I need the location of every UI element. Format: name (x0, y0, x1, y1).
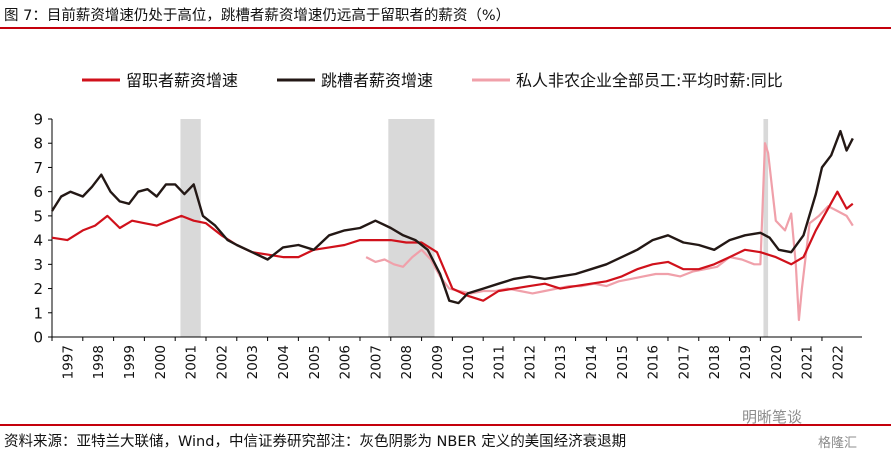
y-tick-label: 4 (33, 232, 43, 250)
y-tick-label: 6 (33, 183, 43, 201)
x-tick-label: 2004 (276, 345, 292, 379)
x-tick-label: 2014 (584, 345, 600, 379)
x-tick-label: 2021 (800, 345, 816, 379)
y-tick-label: 1 (33, 304, 43, 322)
x-tick-label: 2013 (553, 345, 569, 379)
y-tick-label: 2 (33, 280, 43, 298)
chart-title: 图 7：目前薪资增速仍处于高位，跳槽者薪资增速仍远高于留职者的薪资（%） (4, 8, 511, 24)
series-line-stayer (51, 190, 854, 302)
watermark-text: 明晰笔谈 (742, 408, 803, 426)
y-tick-label: 8 (33, 135, 43, 153)
y-tick-label: 9 (33, 111, 43, 129)
x-tick-label: 2008 (399, 345, 415, 379)
x-tick-label: 2006 (338, 345, 354, 379)
series-line-switcher (50, 129, 854, 305)
axes-layer: 0 1 2 3 4 5 6 7 8 9 1997 1998 1999 2000 2001 2002 2003 20… (33, 111, 862, 379)
y-tick-label: 5 (33, 207, 43, 225)
x-tick-label: 2020 (769, 345, 785, 379)
x-tick-label: 2002 (214, 345, 230, 379)
x-tick-label: 2010 (461, 345, 477, 379)
x-tick-label: 2011 (492, 345, 508, 379)
source-note: 资料来源：亚特兰大联储，Wind，中信证券研究部注：灰色阴影为 NBER 定义的… (4, 434, 627, 450)
x-tick-label: 2022 (830, 345, 846, 379)
header-rule (0, 27, 891, 29)
x-tick-label: 2001 (184, 345, 200, 379)
series-layer (50, 129, 854, 322)
x-tick-label: 1997 (60, 345, 76, 379)
legend-label-switcher: 跳槽者薪资增速 (321, 71, 433, 90)
series-line-private (365, 142, 854, 322)
x-tick-label: 2005 (307, 345, 323, 379)
recession-band (180, 119, 201, 337)
legend: 留职者薪资增速 跳槽者薪资增速 私人非农企业全部员工:平均时薪:同比 (82, 71, 783, 90)
x-tick-label: 2018 (707, 345, 723, 379)
recession-band (763, 119, 769, 337)
y-tick-label: 0 (33, 329, 43, 347)
x-tick-label: 1998 (91, 345, 107, 379)
footer-rule (0, 424, 891, 426)
x-tick-label: 2003 (245, 345, 261, 379)
y-tick-label: 7 (33, 159, 43, 177)
watermark-logo-text: 格隆汇 (818, 436, 858, 451)
x-tick-label: 1999 (122, 345, 138, 379)
x-tick-label: 2019 (738, 345, 754, 379)
x-tick-label: 2000 (153, 345, 169, 379)
x-tick-label: 2007 (368, 345, 384, 379)
x-tick-label: 2015 (615, 345, 631, 379)
recession-band (388, 119, 435, 337)
y-tick-label: 3 (33, 256, 43, 274)
legend-label-private: 私人非农企业全部员工:平均时薪:同比 (516, 71, 783, 90)
x-tick-label: 2009 (430, 345, 446, 379)
recession-shading-layer (180, 119, 769, 337)
x-tick-label: 2012 (522, 345, 538, 379)
x-tick-label: 2016 (646, 345, 662, 379)
x-tick-label: 2017 (676, 345, 692, 379)
legend-label-stayer: 留职者薪资增速 (126, 71, 238, 90)
